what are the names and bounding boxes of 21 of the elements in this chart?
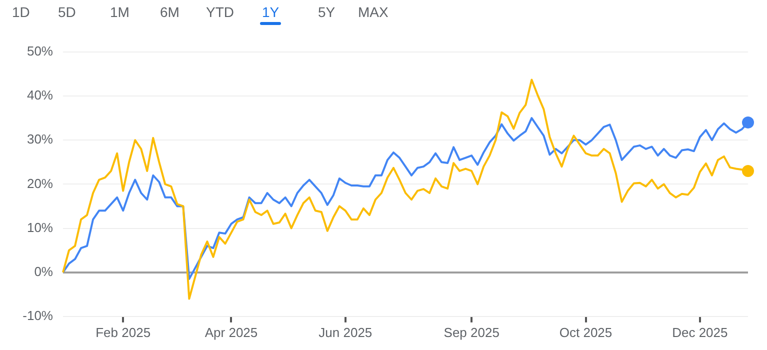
- y-tick-label: 40%: [26, 88, 54, 103]
- text: MAX: [358, 3, 388, 20]
- text: 1D: [12, 3, 30, 20]
- x-tick-label: Jun 2025: [318, 324, 372, 340]
- text: 1M: [110, 3, 130, 20]
- y-tick-label: -10%: [22, 308, 54, 323]
- y-tick-label: 20%: [26, 176, 54, 191]
- x-tick-label: Sep 2025: [444, 324, 500, 340]
- y-tick-label: 10%: [26, 220, 54, 235]
- y-tick-label: 0%: [34, 264, 54, 279]
- text: 6M: [160, 3, 180, 20]
- x-tick-label: Apr 2025: [204, 324, 258, 340]
- x-tick-label: Dec 2025: [672, 324, 728, 340]
- x-tick-label: Oct 2025: [559, 324, 612, 340]
- x-tick-label: Feb 2025: [96, 324, 151, 340]
- y-tick-label: 50%: [26, 44, 54, 59]
- text: YTD: [206, 3, 234, 20]
- y-tick-label: 30%: [26, 132, 54, 147]
- text: 5Y: [318, 3, 336, 20]
- text: 1Y: [262, 3, 280, 20]
- text: 5D: [58, 3, 76, 20]
